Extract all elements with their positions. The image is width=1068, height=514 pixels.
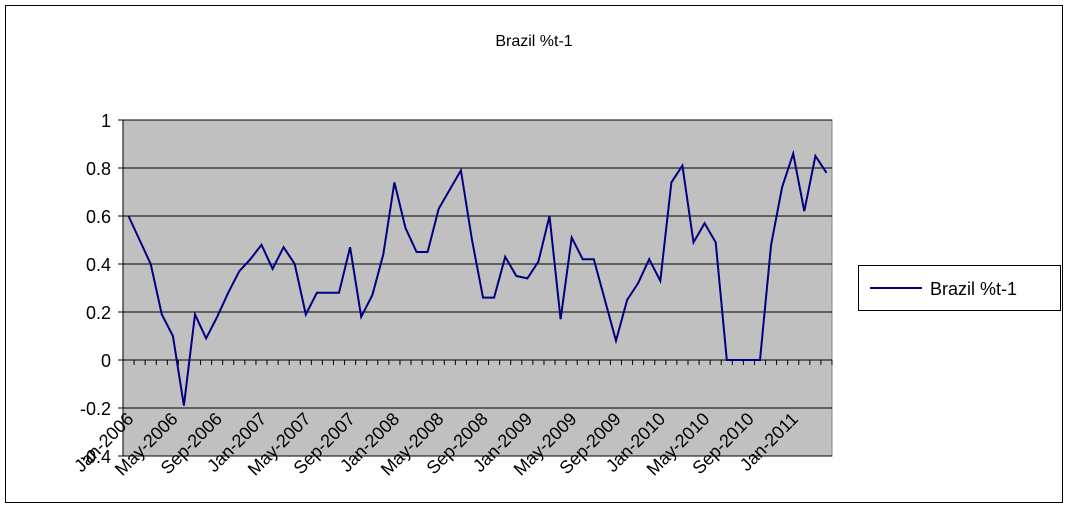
y-tick-label: 0 (101, 351, 111, 371)
y-tick-label: 1 (101, 111, 111, 131)
y-tick-label: 0.8 (86, 159, 111, 179)
y-tick-label: 0.4 (86, 255, 111, 275)
y-tick-label: 0.2 (86, 303, 111, 323)
y-tick-label: 0.6 (86, 207, 111, 227)
legend-label: Brazil %t-1 (930, 279, 1017, 299)
plot-area (122, 119, 833, 457)
chart-title: Brazil %t-1 (495, 33, 572, 50)
y-tick-label: -0.4 (80, 447, 111, 467)
data-line (127, 149, 828, 406)
y-tick-label: -0.2 (80, 399, 111, 419)
